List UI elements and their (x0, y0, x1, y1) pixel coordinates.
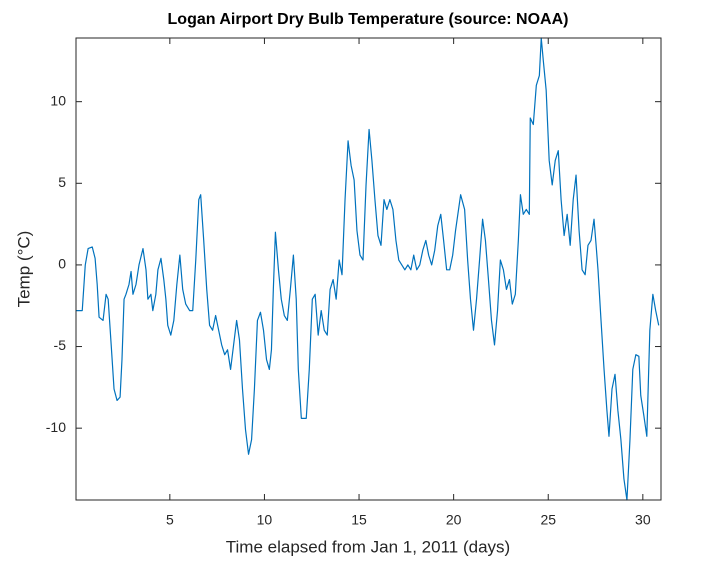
y-tick-label: 10 (50, 92, 66, 108)
y-tick-label: 5 (58, 174, 66, 190)
axes-box (75, 37, 662, 501)
x-tick-label: 10 (257, 512, 273, 528)
x-tick-label: 25 (540, 512, 556, 528)
y-tick-label: -10 (46, 419, 66, 435)
y-tick-label: 0 (58, 256, 66, 272)
y-tick-label: -5 (54, 337, 67, 353)
x-tick-label: 5 (166, 512, 174, 528)
data-line (76, 37, 660, 501)
x-tick-label: 30 (635, 512, 651, 528)
chart-title: Logan Airport Dry Bulb Temperature (sour… (168, 11, 569, 28)
x-tick-label: 20 (446, 512, 462, 528)
x-axis-label: Time elapsed from Jan 1, 2011 (days) (226, 537, 510, 556)
x-tick-label: 15 (351, 512, 367, 528)
y-axis-label: Temp (°C) (14, 231, 33, 308)
